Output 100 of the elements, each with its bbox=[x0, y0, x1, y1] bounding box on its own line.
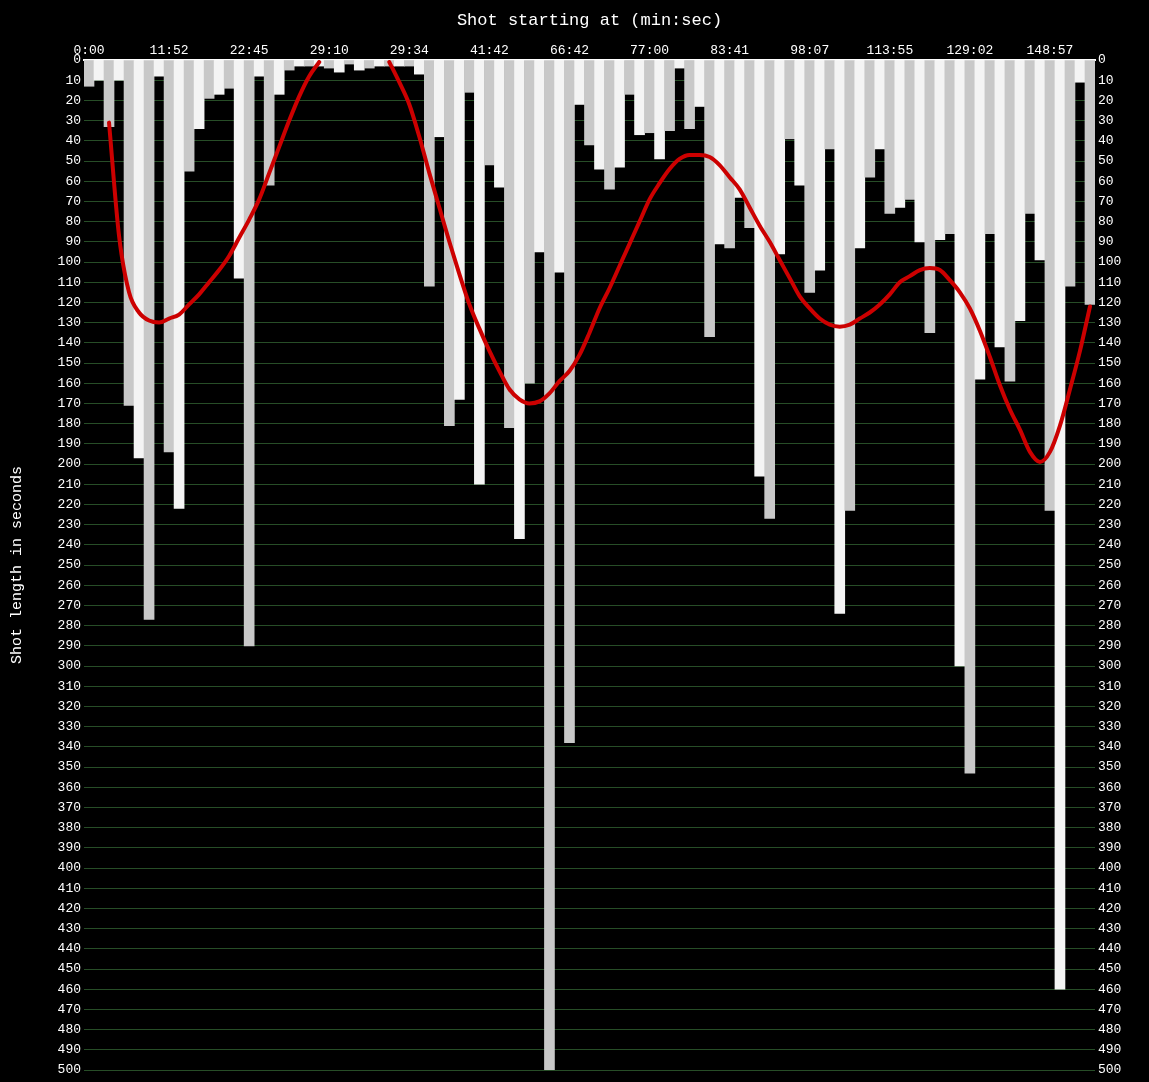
y2-tick-label: 420 bbox=[1098, 900, 1122, 916]
y2-tick-label: 70 bbox=[1098, 193, 1114, 209]
y-tick-label: 100 bbox=[57, 254, 81, 270]
y-tick-label: 240 bbox=[57, 537, 81, 553]
y2-tick-label: 190 bbox=[1098, 436, 1122, 452]
bar bbox=[1064, 60, 1076, 287]
y-tick-label: 470 bbox=[57, 1001, 81, 1017]
y2-tick-label: 200 bbox=[1098, 456, 1122, 472]
bar bbox=[484, 60, 495, 166]
bar bbox=[924, 60, 936, 334]
y2-tick-label: 310 bbox=[1098, 678, 1122, 694]
y2-tick-label: 280 bbox=[1098, 618, 1122, 634]
y-tick-label: 220 bbox=[57, 496, 81, 512]
y2-tick-label: 480 bbox=[1098, 1022, 1122, 1038]
y-tick-label: 480 bbox=[57, 1022, 81, 1038]
bar bbox=[944, 60, 956, 235]
y-tick-label: 210 bbox=[57, 476, 81, 492]
y-tick-label: 0 bbox=[73, 52, 81, 68]
bar bbox=[984, 60, 996, 235]
bar bbox=[864, 60, 876, 178]
y2-tick-label: 500 bbox=[1098, 1062, 1122, 1078]
y2-tick-label: 330 bbox=[1098, 719, 1122, 735]
bar bbox=[724, 60, 735, 249]
bar bbox=[1084, 60, 1095, 305]
bar bbox=[123, 60, 135, 406]
bar bbox=[1044, 60, 1056, 511]
y2-tick-label: 130 bbox=[1098, 315, 1122, 331]
bar bbox=[283, 60, 295, 71]
bar bbox=[544, 60, 555, 1070]
y2-tick-label: 460 bbox=[1098, 981, 1122, 997]
bar bbox=[223, 60, 235, 89]
y-tick-label: 140 bbox=[57, 335, 81, 351]
y2-tick-label: 350 bbox=[1098, 759, 1122, 775]
y-tick-label: 380 bbox=[57, 820, 81, 836]
bar bbox=[183, 60, 195, 172]
y2-tick-label: 170 bbox=[1098, 395, 1122, 411]
y-tick-label: 160 bbox=[57, 375, 81, 391]
y-tick-label: 410 bbox=[57, 880, 81, 896]
y-tick-label: 70 bbox=[65, 193, 81, 209]
y-tick-label: 130 bbox=[57, 315, 81, 331]
y2-tick-label: 370 bbox=[1098, 799, 1122, 815]
x-tick-label: 77:00 bbox=[630, 42, 670, 58]
x-tick-label: 29:34 bbox=[389, 42, 430, 58]
y2-tick-label: 410 bbox=[1098, 880, 1122, 896]
bar bbox=[103, 60, 115, 127]
y-tick-label: 360 bbox=[57, 779, 81, 795]
y2-tick-label: 490 bbox=[1098, 1042, 1122, 1058]
y2-tick-label: 240 bbox=[1098, 537, 1122, 553]
y-tick-label: 420 bbox=[57, 900, 81, 916]
bar bbox=[904, 60, 916, 200]
y-tick-label: 150 bbox=[57, 355, 81, 371]
bar bbox=[804, 60, 816, 293]
bar bbox=[884, 60, 896, 214]
x-tick-label: 41:42 bbox=[469, 42, 509, 58]
y2-tick-label: 60 bbox=[1098, 173, 1114, 189]
x-tick-label: 148:57 bbox=[1026, 42, 1074, 58]
y-tick-label: 300 bbox=[57, 658, 81, 674]
bar bbox=[664, 60, 675, 132]
y2-tick-label: 150 bbox=[1098, 355, 1122, 371]
y-tick-label: 460 bbox=[57, 981, 81, 997]
bar bbox=[844, 60, 856, 511]
y-tick-label: 330 bbox=[57, 719, 81, 735]
y2-tick-label: 30 bbox=[1098, 113, 1114, 129]
x-tick-label: 83:41 bbox=[710, 42, 750, 58]
y-tick-label: 120 bbox=[57, 294, 81, 310]
x-tick-label: 11:52 bbox=[149, 42, 189, 58]
bar bbox=[504, 60, 515, 428]
y-tick-label: 320 bbox=[57, 698, 81, 714]
x-tick-label: 22:45 bbox=[229, 42, 269, 58]
y-tick-label: 90 bbox=[65, 234, 81, 250]
y-tick-label: 350 bbox=[57, 759, 81, 775]
y-tick-label: 10 bbox=[65, 72, 81, 88]
bar bbox=[564, 60, 575, 744]
y2-tick-label: 470 bbox=[1098, 1001, 1122, 1017]
y-axis-title: Shot length in seconds bbox=[8, 465, 26, 665]
y2-tick-label: 260 bbox=[1098, 577, 1122, 593]
y-tick-label: 440 bbox=[57, 941, 81, 957]
bar bbox=[644, 60, 655, 134]
bar bbox=[604, 60, 615, 190]
bar bbox=[243, 60, 255, 647]
bar bbox=[764, 60, 776, 519]
bar bbox=[464, 60, 475, 93]
y2-tick-label: 390 bbox=[1098, 840, 1122, 856]
y-tick-label: 270 bbox=[57, 597, 81, 613]
y2-tick-label: 430 bbox=[1098, 921, 1122, 937]
bar bbox=[684, 60, 695, 130]
y-tick-label: 390 bbox=[57, 840, 81, 856]
bar bbox=[203, 60, 215, 99]
y2-tick-label: 340 bbox=[1098, 739, 1122, 755]
y2-tick-label: 80 bbox=[1098, 214, 1114, 230]
y2-tick-label: 230 bbox=[1098, 517, 1122, 533]
y2-tick-label: 50 bbox=[1098, 153, 1114, 169]
y2-tick-label: 440 bbox=[1098, 941, 1122, 957]
bar bbox=[784, 60, 796, 140]
bar bbox=[824, 60, 836, 150]
y2-tick-label: 180 bbox=[1098, 416, 1122, 432]
y-tick-label: 30 bbox=[65, 113, 81, 129]
y-tick-label: 500 bbox=[57, 1062, 81, 1078]
y2-tick-label: 360 bbox=[1098, 779, 1122, 795]
x-tick-label: 98:07 bbox=[790, 42, 830, 58]
